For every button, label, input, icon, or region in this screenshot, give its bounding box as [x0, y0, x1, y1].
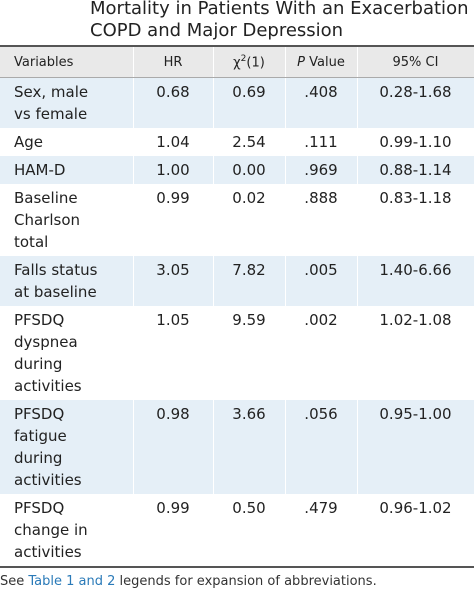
- cell-line: Sex, male: [14, 83, 89, 101]
- cell-line: activities: [14, 471, 82, 489]
- value-cell: 0.83-1.18: [357, 184, 474, 256]
- value-cell: 1.02-1.08: [357, 306, 474, 400]
- variable-cell: PFSDQ dyspnea during activities: [0, 306, 134, 400]
- value-cell: .969: [285, 156, 358, 184]
- cell-line: PFSDQ: [14, 405, 65, 423]
- column-header: HR: [133, 46, 214, 78]
- table-row: PFSDQ change in activities 0.99 0.50.479 0.96…: [0, 494, 474, 567]
- value-cell: 0.95-1.00: [357, 400, 474, 494]
- variable-cell: Falls status at baseline: [0, 256, 134, 306]
- value-cell: 0.68: [133, 77, 214, 128]
- cell-line: HAM-D: [14, 161, 66, 179]
- table-row: PFSDQ dyspnea during activities 1.05 9.59.002…: [0, 306, 474, 400]
- footnote-link[interactable]: Table 1 and 2: [28, 574, 116, 589]
- cell-line: during: [14, 449, 63, 467]
- value-cell: 0.00: [213, 156, 286, 184]
- cell-line: Baseline: [14, 189, 78, 207]
- cell-line: PFSDQ: [14, 499, 65, 517]
- column-header: χ2(1): [213, 46, 286, 78]
- table-body: Sex, male vs female 0.68 0.69.408 0.28-1.68 A…: [0, 77, 474, 567]
- variable-cell: Sex, male vs female: [0, 77, 134, 128]
- table: Variables HR χ2(1) P Value 95% CI Sex, m…: [0, 45, 474, 568]
- variable-cell: Age: [0, 128, 134, 156]
- column-header: Variables: [0, 46, 134, 78]
- cell-line: Charlson: [14, 211, 81, 229]
- cell-line: during: [14, 355, 63, 373]
- title-line: COPD and Major Depression: [90, 20, 344, 41]
- cell-line: Age: [14, 133, 44, 151]
- value-cell: .005: [285, 256, 358, 306]
- table-row: Falls status at baseline 3.05 7.82.005 1.40-…: [0, 256, 474, 306]
- value-cell: 0.69: [213, 77, 286, 128]
- title-line: Mortality in Patients With an Exacerbati…: [90, 0, 474, 19]
- header-text: Value: [305, 54, 345, 70]
- chi-symbol: χ: [233, 55, 241, 71]
- cell-line: fatigue: [14, 427, 67, 445]
- cell-line: vs female: [14, 105, 88, 123]
- value-cell: .002: [285, 306, 358, 400]
- value-cell: 1.04: [133, 128, 214, 156]
- value-cell: .479: [285, 494, 358, 567]
- table-row: HAM-D 1.00 0.00.969 0.88-1.14: [0, 156, 474, 184]
- superscript: 2: [240, 53, 247, 64]
- column-header: 95% CI: [357, 46, 474, 78]
- cell-line: activities: [14, 543, 82, 561]
- variable-cell: Baseline Charlson total: [0, 184, 134, 256]
- table-row: Age 1.04 2.54.111 0.99-1.10: [0, 128, 474, 156]
- value-cell: 0.88-1.14: [357, 156, 474, 184]
- cell-line: dyspnea: [14, 333, 78, 351]
- value-cell: 0.99: [133, 494, 214, 567]
- value-cell: .408: [285, 77, 358, 128]
- value-cell: 1.40-6.66: [357, 256, 474, 306]
- value-cell: 7.82: [213, 256, 286, 306]
- value-cell: .111: [285, 128, 358, 156]
- value-cell: .888: [285, 184, 358, 256]
- header-text: (1): [246, 55, 265, 71]
- table-row: PFSDQ fatigue during activities 0.98 3.66.056…: [0, 400, 474, 494]
- footnote-text: legends for expansion of abbreviations.: [115, 574, 377, 589]
- value-cell: 3.05: [133, 256, 214, 306]
- value-cell: 1.00: [133, 156, 214, 184]
- value-cell: 0.99: [133, 184, 214, 256]
- footnote: See Table 1 and 2 legends for expansion …: [0, 574, 377, 589]
- variable-cell: PFSDQ change in activities: [0, 494, 134, 567]
- table-row: Baseline Charlson total 0.99 0.02.888 0.83-1.…: [0, 184, 474, 256]
- cell-line: change in: [14, 521, 88, 539]
- table-row: Sex, male vs female 0.68 0.69.408 0.28-1.68: [0, 77, 474, 128]
- cell-line: PFSDQ: [14, 311, 65, 329]
- cell-line: Falls status: [14, 261, 98, 279]
- value-cell: 1.05: [133, 306, 214, 400]
- value-cell: 3.66: [213, 400, 286, 494]
- italic-p: P: [297, 54, 305, 70]
- value-cell: 0.02: [213, 184, 286, 256]
- value-cell: 0.99-1.10: [357, 128, 474, 156]
- value-cell: 0.98: [133, 400, 214, 494]
- cell-line: at baseline: [14, 283, 97, 301]
- variable-cell: PFSDQ fatigue during activities: [0, 400, 134, 494]
- title: Mortality in Patients With an Exacerbati…: [90, 0, 474, 42]
- cell-line: activities: [14, 377, 82, 395]
- cell-line: total: [14, 233, 49, 251]
- variable-cell: HAM-D: [0, 156, 134, 184]
- value-cell: 9.59: [213, 306, 286, 400]
- value-cell: 2.54: [213, 128, 286, 156]
- footnote-text: See: [0, 574, 29, 589]
- header-row: Variables HR χ2(1) P Value 95% CI: [0, 46, 474, 78]
- column-header: P Value: [285, 46, 358, 78]
- value-cell: .056: [285, 400, 358, 494]
- value-cell: 0.96-1.02: [357, 494, 474, 567]
- value-cell: 0.50: [213, 494, 286, 567]
- value-cell: 0.28-1.68: [357, 77, 474, 128]
